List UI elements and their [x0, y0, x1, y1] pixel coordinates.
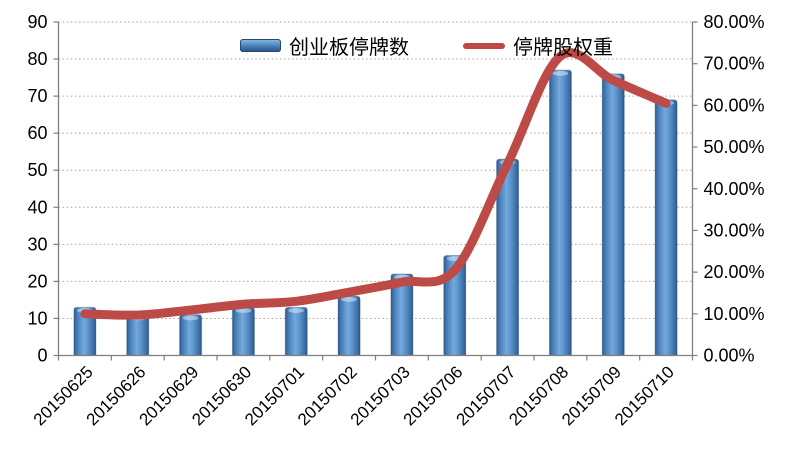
- bar-series-swatch-icon: [240, 39, 281, 52]
- bar-20150625: [73, 306, 97, 356]
- y-right-tick-label: 10.00%: [704, 304, 765, 324]
- legend-label-bar-series: 创业板停牌数: [289, 37, 409, 59]
- bar-20150630: [231, 306, 255, 356]
- bar-20150626: [126, 314, 150, 356]
- legend: 创业板停牌数 停牌股权重: [240, 31, 613, 60]
- y-left-tick-label: 30: [27, 234, 47, 254]
- y-left-tick-label: 80: [27, 49, 47, 69]
- y-left-tick-label: 60: [27, 123, 47, 143]
- bar-gloss: [288, 308, 305, 313]
- y-left-tick-label: 40: [27, 197, 47, 217]
- y-left-tick-label: 50: [27, 160, 47, 180]
- y-right-tick-label: 60.00%: [704, 95, 765, 115]
- bar-gloss: [552, 70, 569, 76]
- bar-gloss: [182, 315, 199, 321]
- y-left-tick-label: 20: [27, 271, 47, 291]
- y-right-tick-label: 50.00%: [704, 137, 765, 157]
- y-right-tick-label: 30.00%: [704, 220, 765, 240]
- y-right-tick-label: 80.00%: [704, 12, 765, 32]
- y-right-tick-label: 70.00%: [704, 54, 765, 74]
- bar-20150703: [390, 273, 414, 356]
- legend-item-bar-series: 创业板停牌数: [240, 31, 409, 60]
- bar-20150708: [548, 69, 572, 356]
- legend-item-line-series: 停牌股权重: [463, 31, 613, 60]
- y-left-tick-label: 90: [27, 12, 47, 32]
- bar-20150709: [601, 73, 625, 356]
- y-left-tick-label: 70: [27, 86, 47, 106]
- bar-20150701: [284, 306, 308, 356]
- y-right-tick-label: 20.00%: [704, 262, 765, 282]
- bar-20150710: [654, 99, 678, 356]
- line-series-swatch-icon: [463, 42, 505, 49]
- bar-20150629: [179, 314, 203, 356]
- y-left-tick-label: 10: [27, 308, 47, 328]
- weight-line: [80, 48, 671, 320]
- y-right-tick-label: 0.00%: [704, 346, 755, 366]
- bar-gloss: [235, 308, 252, 313]
- y-right-tick-label: 40.00%: [704, 179, 765, 199]
- bar-gloss: [341, 297, 358, 302]
- legend-label-line-series: 停牌股权重: [513, 37, 613, 59]
- y-left-tick-label: 0: [37, 346, 47, 366]
- bar-20150707: [496, 158, 520, 356]
- bar-20150702: [337, 295, 361, 356]
